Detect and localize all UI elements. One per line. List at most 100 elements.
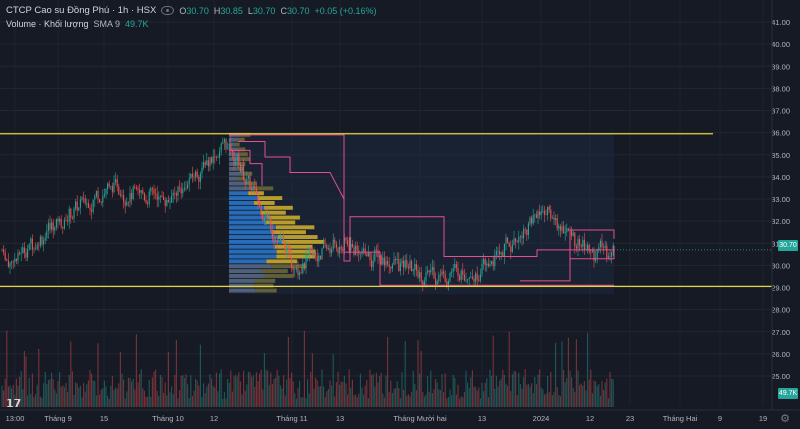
volume-bar [281, 388, 283, 407]
candle-body [238, 153, 240, 165]
time-tick-label: Tháng 10 [152, 414, 184, 423]
volume-bar [30, 393, 32, 407]
candle-body [609, 256, 611, 257]
candle-body [318, 255, 320, 262]
time-tick-label: Tháng Mười hai [393, 414, 447, 423]
candle-body [260, 205, 262, 215]
profile-bar [229, 137, 238, 142]
candle-body [452, 268, 454, 272]
volume-bar [318, 386, 320, 407]
volume-bar [3, 390, 5, 407]
candle-body [327, 248, 329, 249]
candle-body [91, 209, 93, 212]
volume-bar [171, 386, 173, 407]
volume-bar [113, 389, 115, 407]
candle-body [484, 258, 486, 266]
candle-body [249, 175, 251, 189]
profile-bar [229, 278, 255, 283]
visibility-eye-icon[interactable] [161, 6, 175, 15]
candle-body [478, 279, 480, 281]
volume-bar [471, 370, 473, 407]
candle-body [414, 263, 416, 270]
profile-bar-sell [244, 181, 258, 186]
volume-bar [567, 337, 569, 407]
candle-body [52, 222, 54, 231]
candle-body [403, 260, 405, 268]
candle-body [33, 248, 35, 250]
volume-bar [68, 374, 70, 407]
volume-bar [411, 391, 413, 407]
volume-bar [97, 343, 99, 407]
range-box-inner [229, 149, 263, 186]
candle-body [543, 210, 545, 215]
volume-bar [145, 396, 147, 407]
volume-bar [228, 382, 230, 407]
candle-body [419, 272, 421, 278]
volume-bar [427, 376, 429, 407]
volume-bar [542, 389, 544, 407]
volume-bar [116, 388, 118, 407]
candle-body [324, 244, 326, 246]
candle-body [467, 279, 469, 281]
candle-body [228, 143, 230, 150]
volume-bar [99, 394, 101, 407]
volume-row: Volume · Khối lượng SMA 9 49.7K [6, 17, 377, 30]
profile-bar [229, 142, 235, 147]
candle-body [276, 239, 278, 243]
profile-bar-sell [275, 225, 315, 230]
volume-bar [327, 389, 329, 407]
volume-label[interactable]: Volume · Khối lượng [6, 18, 89, 29]
candle-body [55, 218, 57, 228]
volume-bar [143, 390, 145, 407]
candle-body [121, 195, 123, 196]
settings-gear-icon[interactable]: ⚙ [780, 413, 790, 425]
tradingview-logo-icon[interactable]: 𝟭𝟳 [6, 398, 22, 410]
candle-body [193, 176, 195, 178]
volume-bar [46, 384, 48, 407]
profile-bar-sell [238, 162, 246, 166]
profile-bar [229, 200, 255, 205]
volume-bar [383, 397, 385, 407]
volume-bar [108, 398, 110, 407]
profile-bar-sell [274, 244, 313, 249]
candle-body [307, 254, 309, 256]
candle-body [105, 189, 107, 195]
candle-body [273, 237, 275, 243]
volume-bar [174, 375, 176, 407]
candle-body [468, 277, 470, 280]
candle-body [540, 210, 542, 216]
profile-bar-sell [253, 283, 274, 288]
profile-bar-sell [260, 210, 286, 215]
volume-bar [398, 388, 400, 407]
candle-body [75, 201, 77, 209]
candle-body [527, 223, 529, 236]
candle-body [599, 240, 601, 248]
volume-bar [524, 369, 526, 407]
volume-bar [286, 379, 288, 407]
candle-body [559, 226, 561, 231]
volume-bar [131, 381, 133, 407]
volume-bar [326, 391, 328, 407]
volume-bar [140, 369, 142, 407]
volume-bar [153, 371, 155, 407]
candle-body [374, 249, 376, 262]
candle-body [518, 236, 520, 243]
volume-bar [193, 390, 195, 407]
volume-bar [187, 384, 189, 407]
profile-bar-sell [258, 196, 283, 201]
volume-bar [441, 374, 443, 407]
volume-bar [121, 373, 123, 407]
volume-bar [347, 394, 349, 407]
candle-body [353, 247, 355, 256]
symbol-title[interactable]: CTCP Cao su Đồng Phú · 1h · HSX [6, 4, 157, 16]
candle-body [446, 281, 448, 286]
volume-bar [217, 391, 219, 407]
volume-bar [87, 380, 89, 407]
volume-bar [414, 383, 416, 407]
candle-body [510, 246, 512, 252]
candle-body [526, 229, 528, 236]
volume-bar [513, 371, 515, 407]
candle-body [323, 244, 325, 249]
